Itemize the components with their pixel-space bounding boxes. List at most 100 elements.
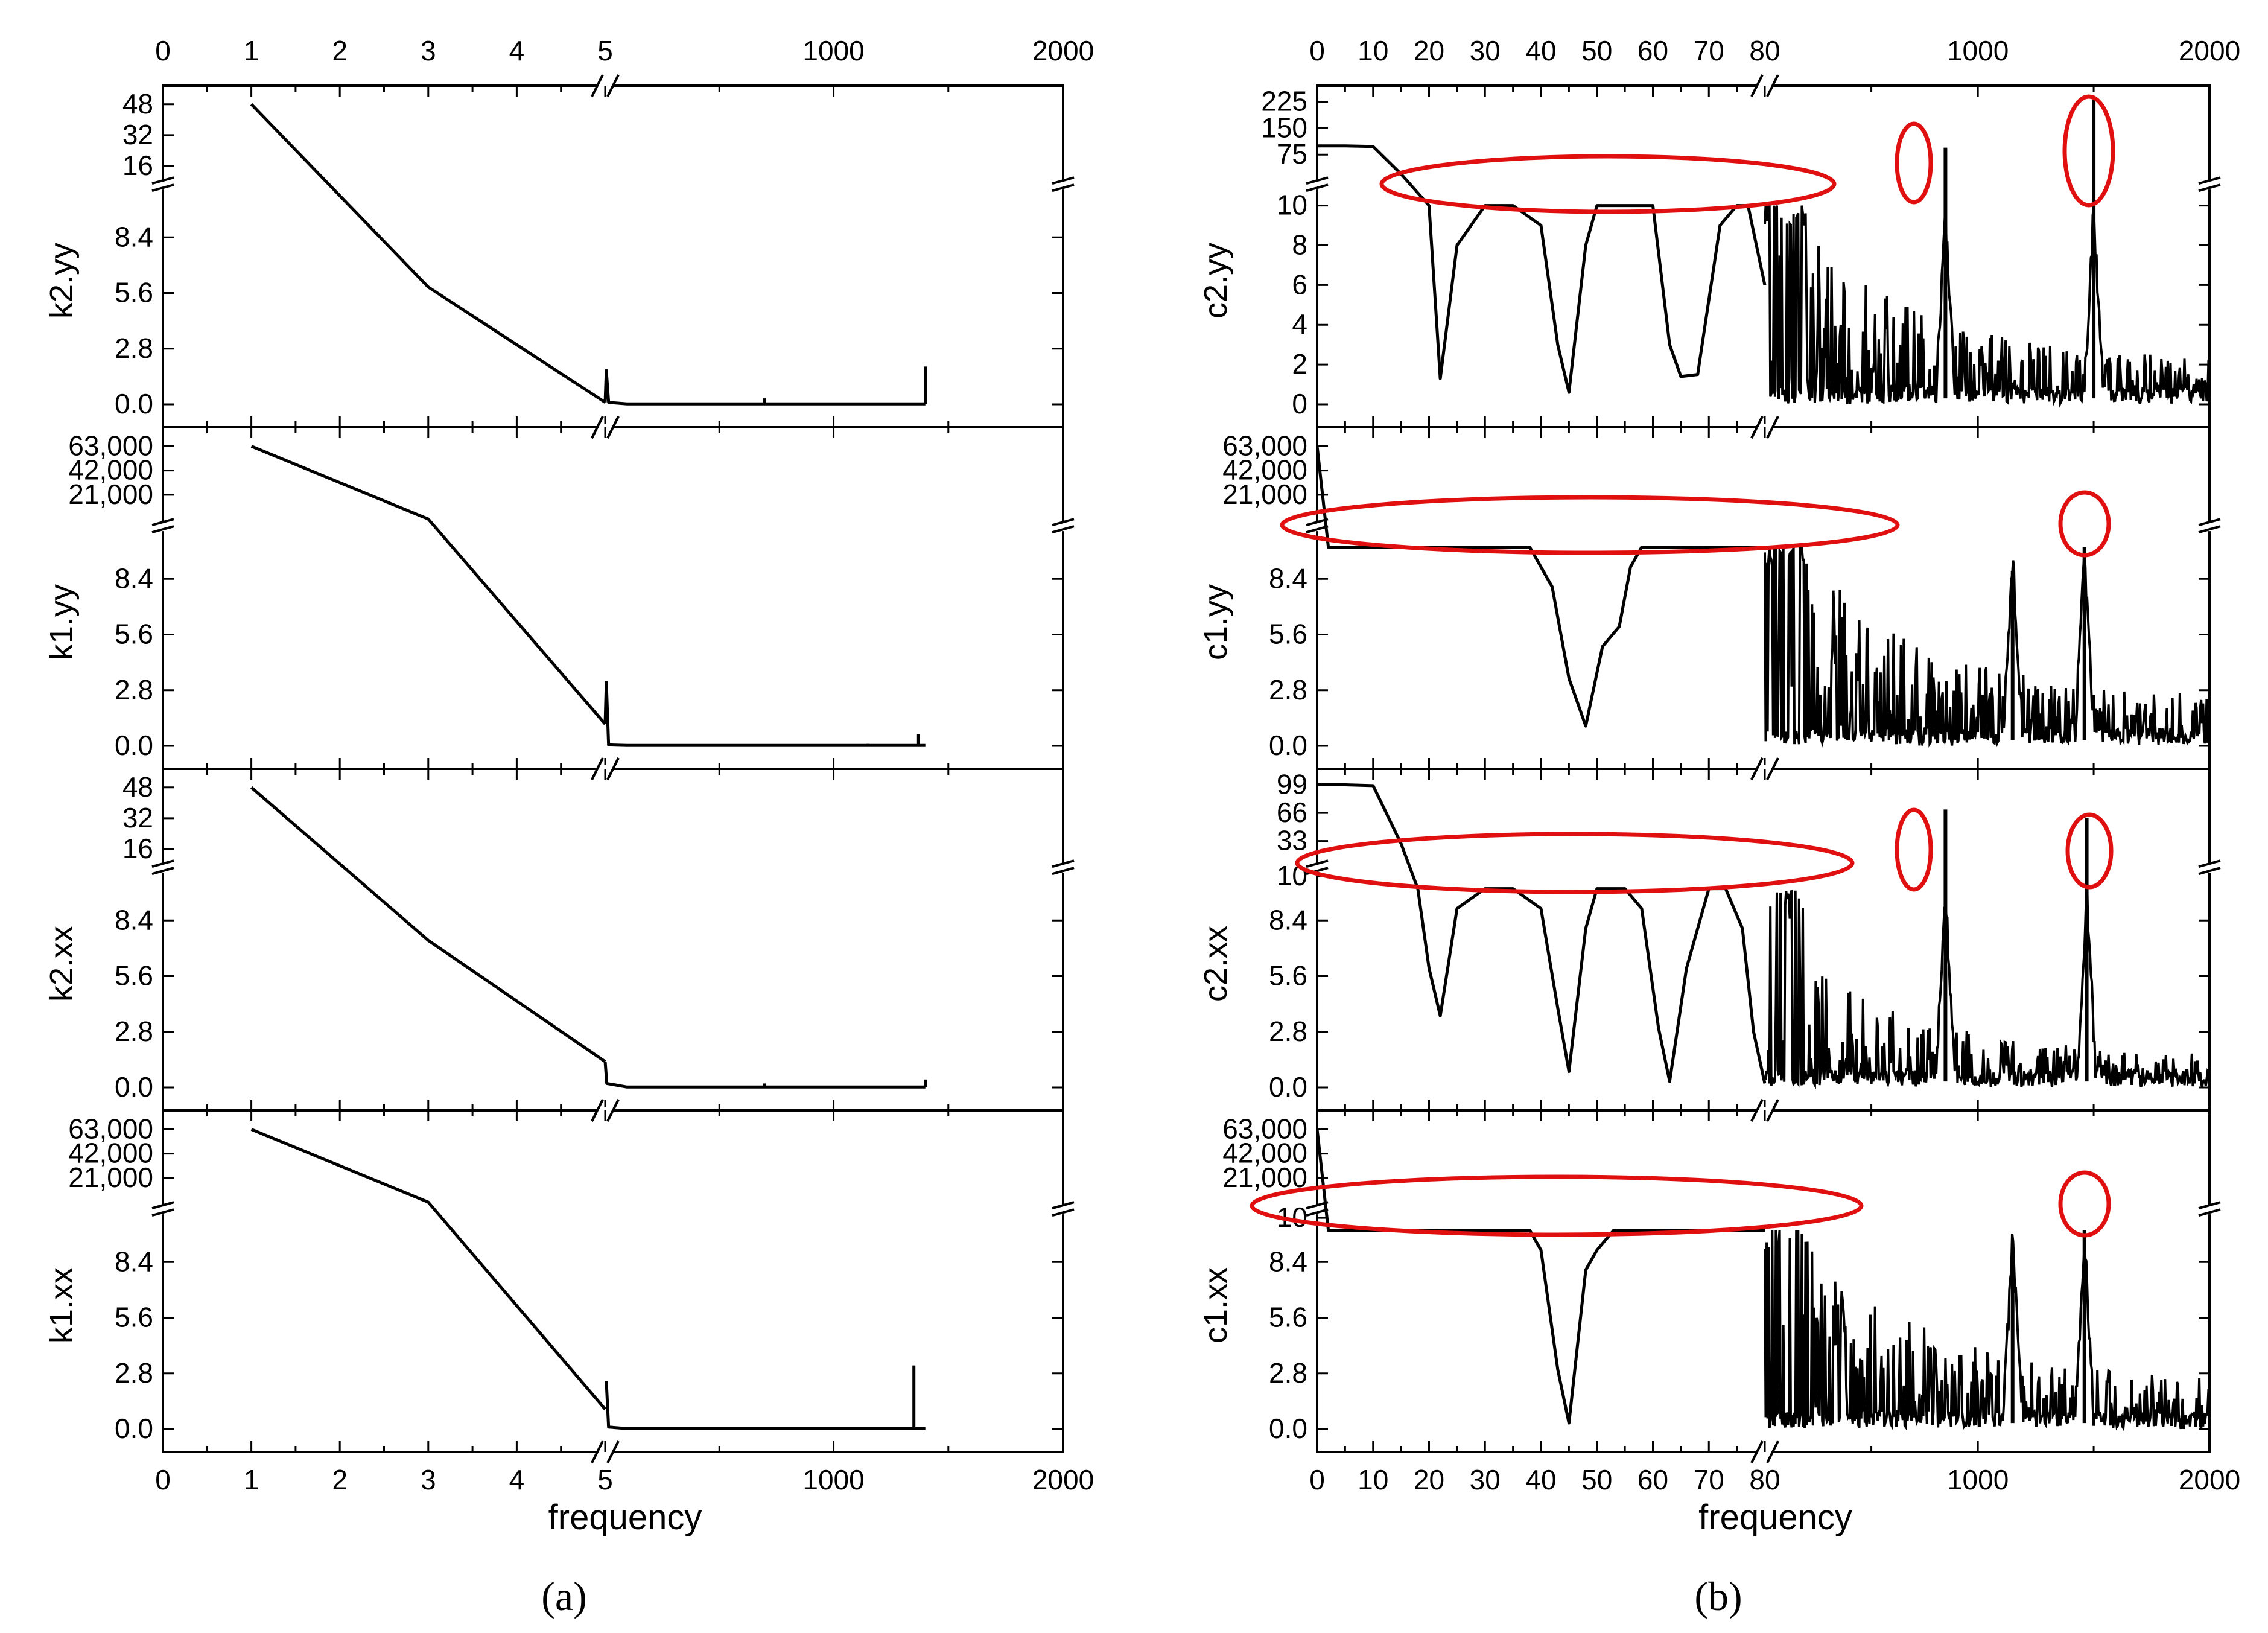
panel-a-top-tick-label: 1 bbox=[244, 35, 259, 66]
y-tick-label: 4 bbox=[1292, 308, 1307, 340]
series-line-right bbox=[605, 1381, 926, 1430]
red-circle bbox=[2058, 490, 2111, 558]
red-circle bbox=[1895, 121, 1933, 205]
panel-b-top-tick-label: 30 bbox=[1470, 35, 1501, 66]
red-circle bbox=[2062, 94, 2115, 208]
red-circle bbox=[1895, 807, 1933, 892]
series-k2.xx bbox=[250, 786, 927, 1089]
y-tick-label: 2.8 bbox=[1269, 674, 1307, 705]
y-tick-label: 5.6 bbox=[1269, 619, 1307, 650]
red-ellipse bbox=[1250, 1174, 1864, 1237]
subplot-frame bbox=[162, 768, 1064, 1112]
red-circle bbox=[2065, 812, 2114, 890]
x-break-mark bbox=[1750, 757, 1764, 780]
series-noise bbox=[1764, 1230, 2209, 1432]
y-break-mark bbox=[2198, 859, 2221, 868]
y-axis-label: c1.xx bbox=[1198, 1267, 1234, 1343]
x-break-mark bbox=[1766, 1440, 1779, 1463]
panel-a-label: (a) bbox=[541, 1573, 586, 1619]
panel-b-top-tick-label: 70 bbox=[1694, 35, 1724, 66]
y-tick-label: 10 bbox=[1277, 860, 1307, 891]
y-tick-label: 8.4 bbox=[115, 562, 153, 594]
red-circle bbox=[2058, 1170, 2111, 1238]
panel-b-bottom-tick-label: 1000 bbox=[1947, 1464, 2009, 1495]
panel-b-bottom-tick-label: 2000 bbox=[2179, 1464, 2240, 1495]
y-break-mark bbox=[151, 859, 174, 868]
x-break-mark bbox=[591, 416, 604, 439]
y-tick-label: 2 bbox=[1292, 348, 1307, 380]
panel-a-bottom-tick-label: 3 bbox=[421, 1464, 436, 1495]
y-tick-label: 42,000 bbox=[68, 1138, 153, 1169]
panel-a-top-tick-label: 4 bbox=[509, 35, 525, 66]
panel-b-top-tick-label: 0 bbox=[1309, 35, 1325, 66]
series-line-left bbox=[1317, 1129, 1765, 1425]
panel-b-bottom-tick-label: 50 bbox=[1581, 1464, 1612, 1495]
x-break-mark bbox=[1750, 74, 1764, 97]
y-axis-label: k2.xx bbox=[43, 926, 80, 1002]
y-axis-label: c2.yy bbox=[1198, 243, 1234, 319]
red-ellipse bbox=[1280, 495, 1900, 555]
y-tick-label: 0.0 bbox=[1269, 730, 1307, 761]
y-tick-label: 63,000 bbox=[68, 1113, 153, 1144]
panel-a-bottom-tick-label: 1000 bbox=[802, 1464, 864, 1495]
y-break-mark bbox=[1306, 183, 1329, 193]
y-axis-label: k1.yy bbox=[43, 584, 80, 660]
panel-b-top-tick-label: 2000 bbox=[2179, 35, 2240, 66]
y-tick-label: 5.6 bbox=[115, 960, 153, 992]
panel-a-top-tick-label: 5 bbox=[597, 35, 613, 66]
series-noise bbox=[1764, 204, 2209, 408]
panel-b-bottom-tick-label: 10 bbox=[1358, 1464, 1388, 1495]
y-tick-label: 0.0 bbox=[115, 730, 153, 761]
panel-a-bottom-tick-label: 2000 bbox=[1032, 1464, 1094, 1495]
series-line-left bbox=[1317, 446, 1765, 728]
x-break-mark bbox=[606, 416, 620, 439]
y-tick-label: 5.6 bbox=[115, 1302, 153, 1333]
series-line-right bbox=[603, 681, 926, 747]
panel-a-top-tick-label: 1000 bbox=[802, 35, 864, 66]
y-break-mark bbox=[151, 1201, 174, 1210]
y-tick-label: 63,000 bbox=[68, 430, 153, 461]
series-c2.xx bbox=[1317, 783, 2209, 1090]
panel-b-bottom-tick-label: 60 bbox=[1637, 1464, 1668, 1495]
y-tick-label: 8.4 bbox=[1269, 562, 1307, 594]
x-break-mark bbox=[591, 74, 604, 97]
y-tick-label: 10 bbox=[1277, 189, 1307, 221]
y-tick-label: 16 bbox=[122, 833, 153, 864]
panel-b-top-tick-label: 60 bbox=[1637, 35, 1668, 66]
x-break-mark bbox=[1766, 757, 1779, 780]
y-tick-label: 66 bbox=[1277, 797, 1307, 828]
y-tick-label: 8 bbox=[1292, 229, 1307, 260]
panel-b-top-tick-label: 20 bbox=[1414, 35, 1444, 66]
y-break-mark bbox=[151, 525, 174, 534]
y-tick-label: 75 bbox=[1277, 138, 1307, 170]
y-tick-label: 0.0 bbox=[115, 388, 153, 419]
y-break-mark bbox=[1052, 1208, 1075, 1217]
y-tick-label: 99 bbox=[1277, 768, 1307, 800]
panel-b-label: (b) bbox=[1694, 1573, 1742, 1619]
panel-b-bottom-tick-label: 0 bbox=[1309, 1464, 1325, 1495]
y-break-mark bbox=[2198, 176, 2221, 185]
panel-b-top-tick-label: 40 bbox=[1525, 35, 1556, 66]
y-break-mark bbox=[2198, 518, 2221, 527]
series-c2.yy bbox=[1317, 100, 2209, 408]
series-line-left bbox=[250, 786, 606, 1063]
y-break-mark bbox=[1306, 1208, 1329, 1217]
panel-b-top-tick-label: 50 bbox=[1581, 35, 1612, 66]
series-c1.yy bbox=[1317, 446, 2209, 748]
y-tick-label: 0.0 bbox=[1269, 1413, 1307, 1444]
y-tick-label: 48 bbox=[122, 771, 153, 803]
y-break-mark bbox=[151, 183, 174, 193]
y-tick-label: 0.0 bbox=[115, 1071, 153, 1103]
series-line-left bbox=[250, 103, 606, 404]
y-axis-label: c2.xx bbox=[1198, 926, 1234, 1002]
panel-a-top-tick-label: 2 bbox=[332, 35, 348, 66]
y-break-mark bbox=[2198, 183, 2221, 193]
y-break-mark bbox=[1052, 518, 1075, 527]
y-tick-label: 2.8 bbox=[115, 333, 153, 364]
y-tick-label: 33 bbox=[1277, 825, 1307, 856]
panel-a-top-tick-label: 3 bbox=[421, 35, 436, 66]
